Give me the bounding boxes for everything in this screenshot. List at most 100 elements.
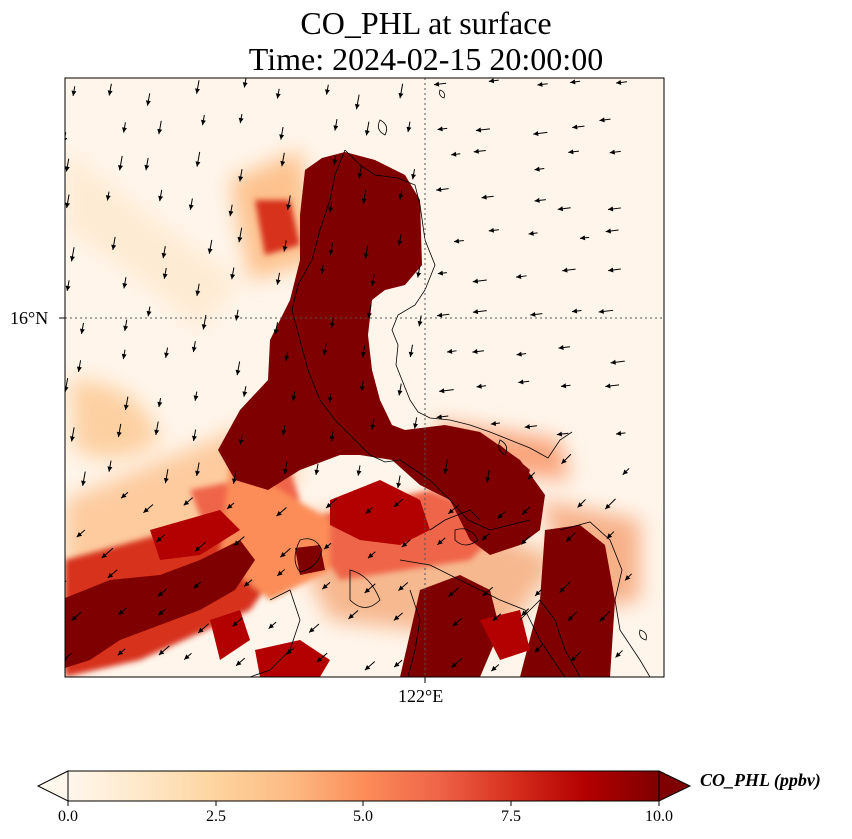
wind-arrow-head [286,649,293,655]
wind-arrow-head [348,613,354,619]
wind-arrow-head [158,610,164,616]
wind-arrow-head [200,119,206,126]
wind-arrow-head [398,92,404,99]
wind-arrow-head [273,329,279,335]
wind-arrow-head [145,100,151,106]
wind-arrow-head [472,278,479,284]
wind-arrow-head [123,404,129,410]
wind-arrow-head [534,647,541,653]
wind-arrow-head [567,615,574,621]
wind-arrow-head [156,536,162,542]
wind-arrow-head [158,649,165,655]
wind-arrow-head [615,652,621,658]
wind-arrow-head [527,473,534,480]
wind-arrow-head [488,227,495,233]
wind-arrow-head [107,466,113,472]
wind-arrow-head [143,507,149,513]
wind-arrow-head [481,194,487,200]
wind-arrow-head [598,308,604,314]
wind-arrow-head [65,137,68,142]
concentration-field [65,78,664,677]
wind-arrow-head [482,590,489,596]
wind-arrow-head [557,206,564,212]
wind-arrow-head [599,616,606,622]
wind-arrow-head [122,283,128,289]
colorbar-extend-max [658,770,692,802]
wind-arrow-head [357,173,363,179]
wind-arrow-head [443,468,449,474]
wind-arrow-head [327,397,333,403]
wind-arrow-head [282,246,288,252]
wind-arrow-head [401,541,408,548]
wind-arrow-head [232,621,238,627]
wind-arrow-head [191,435,197,441]
wind-arrow-head [121,353,127,360]
wind-arrow-head [521,610,527,616]
wind-arrow-head [370,424,376,430]
wind-arrow-head [164,352,170,358]
wind-arrow-head [406,126,412,133]
wind-arrow-head [238,117,244,124]
wind-arrow-head [411,173,417,180]
wind-arrow-head [571,308,578,314]
wind-arrow-head [436,187,442,193]
wind-arrow-head [437,539,443,545]
colorbar-body [67,770,660,802]
wind-arrow-head [183,500,190,506]
wind-arrow-head [101,552,108,558]
wind-arrow-head [56,498,61,503]
colorbar-tick-label: 2.5 [206,808,226,825]
wind-arrow-head [615,79,622,85]
wind-arrow-head [398,194,404,200]
wind-arrow-head [605,383,611,389]
wind-arrow-head [207,248,213,254]
wind-arrow-head [228,210,234,217]
map-title-line1: CO_PHL at surface [300,5,552,41]
lat-tick-label: 16°N [10,308,49,328]
wind-arrow-head [437,126,443,132]
wind-arrow-head [157,128,163,135]
wind-arrow-head [447,348,453,354]
wind-arrow-head [363,253,369,259]
colorbar-extend-min [36,770,69,802]
wind-arrow-head [116,431,122,438]
wind-arrow-head [242,391,248,397]
wind-arrow-head [201,324,207,330]
wind-arrow-head [118,609,124,615]
wind-arrow-head [370,280,376,287]
wind-arrow-head [65,285,71,291]
wind-arrow-head [417,320,423,327]
wind-arrow-head [605,228,611,234]
wind-arrow-head [291,395,297,401]
wind-arrow-head [320,268,325,274]
wind-arrow-head [448,508,454,514]
wind-arrow-head [606,533,613,539]
wind-arrow-head [242,82,248,88]
wind-arrow-head [625,575,631,581]
wind-arrow-head [609,149,615,155]
wind-arrow-head [534,197,540,203]
wind-arrow-head [157,591,164,597]
wind-arrow-head [163,477,169,484]
wind-arrow-head [368,552,374,559]
wind-arrow-head [146,310,152,317]
wind-arrow-head [275,279,281,285]
wind-arrow-head [356,470,362,476]
wind-arrow-head [65,386,69,392]
wind-arrow-head [361,198,367,204]
wind-arrow-head [537,81,543,87]
wind-arrow-head [485,477,491,483]
wind-arrow-head [280,552,286,558]
wind-arrow-head [316,656,323,663]
wind-arrow-head [238,439,244,445]
wind-arrow-head [234,315,240,321]
wind-arrow-head [397,240,403,246]
wind-arrow-head [121,493,127,499]
wind-arrow-head [451,662,457,668]
wind-arrow-head [279,134,285,140]
wind-arrow-head [366,312,372,318]
wind-arrow-head [329,435,335,442]
wind-arrow-head [107,90,113,96]
wind-arrow-head [476,383,482,389]
wind-arrow-head [530,311,536,317]
